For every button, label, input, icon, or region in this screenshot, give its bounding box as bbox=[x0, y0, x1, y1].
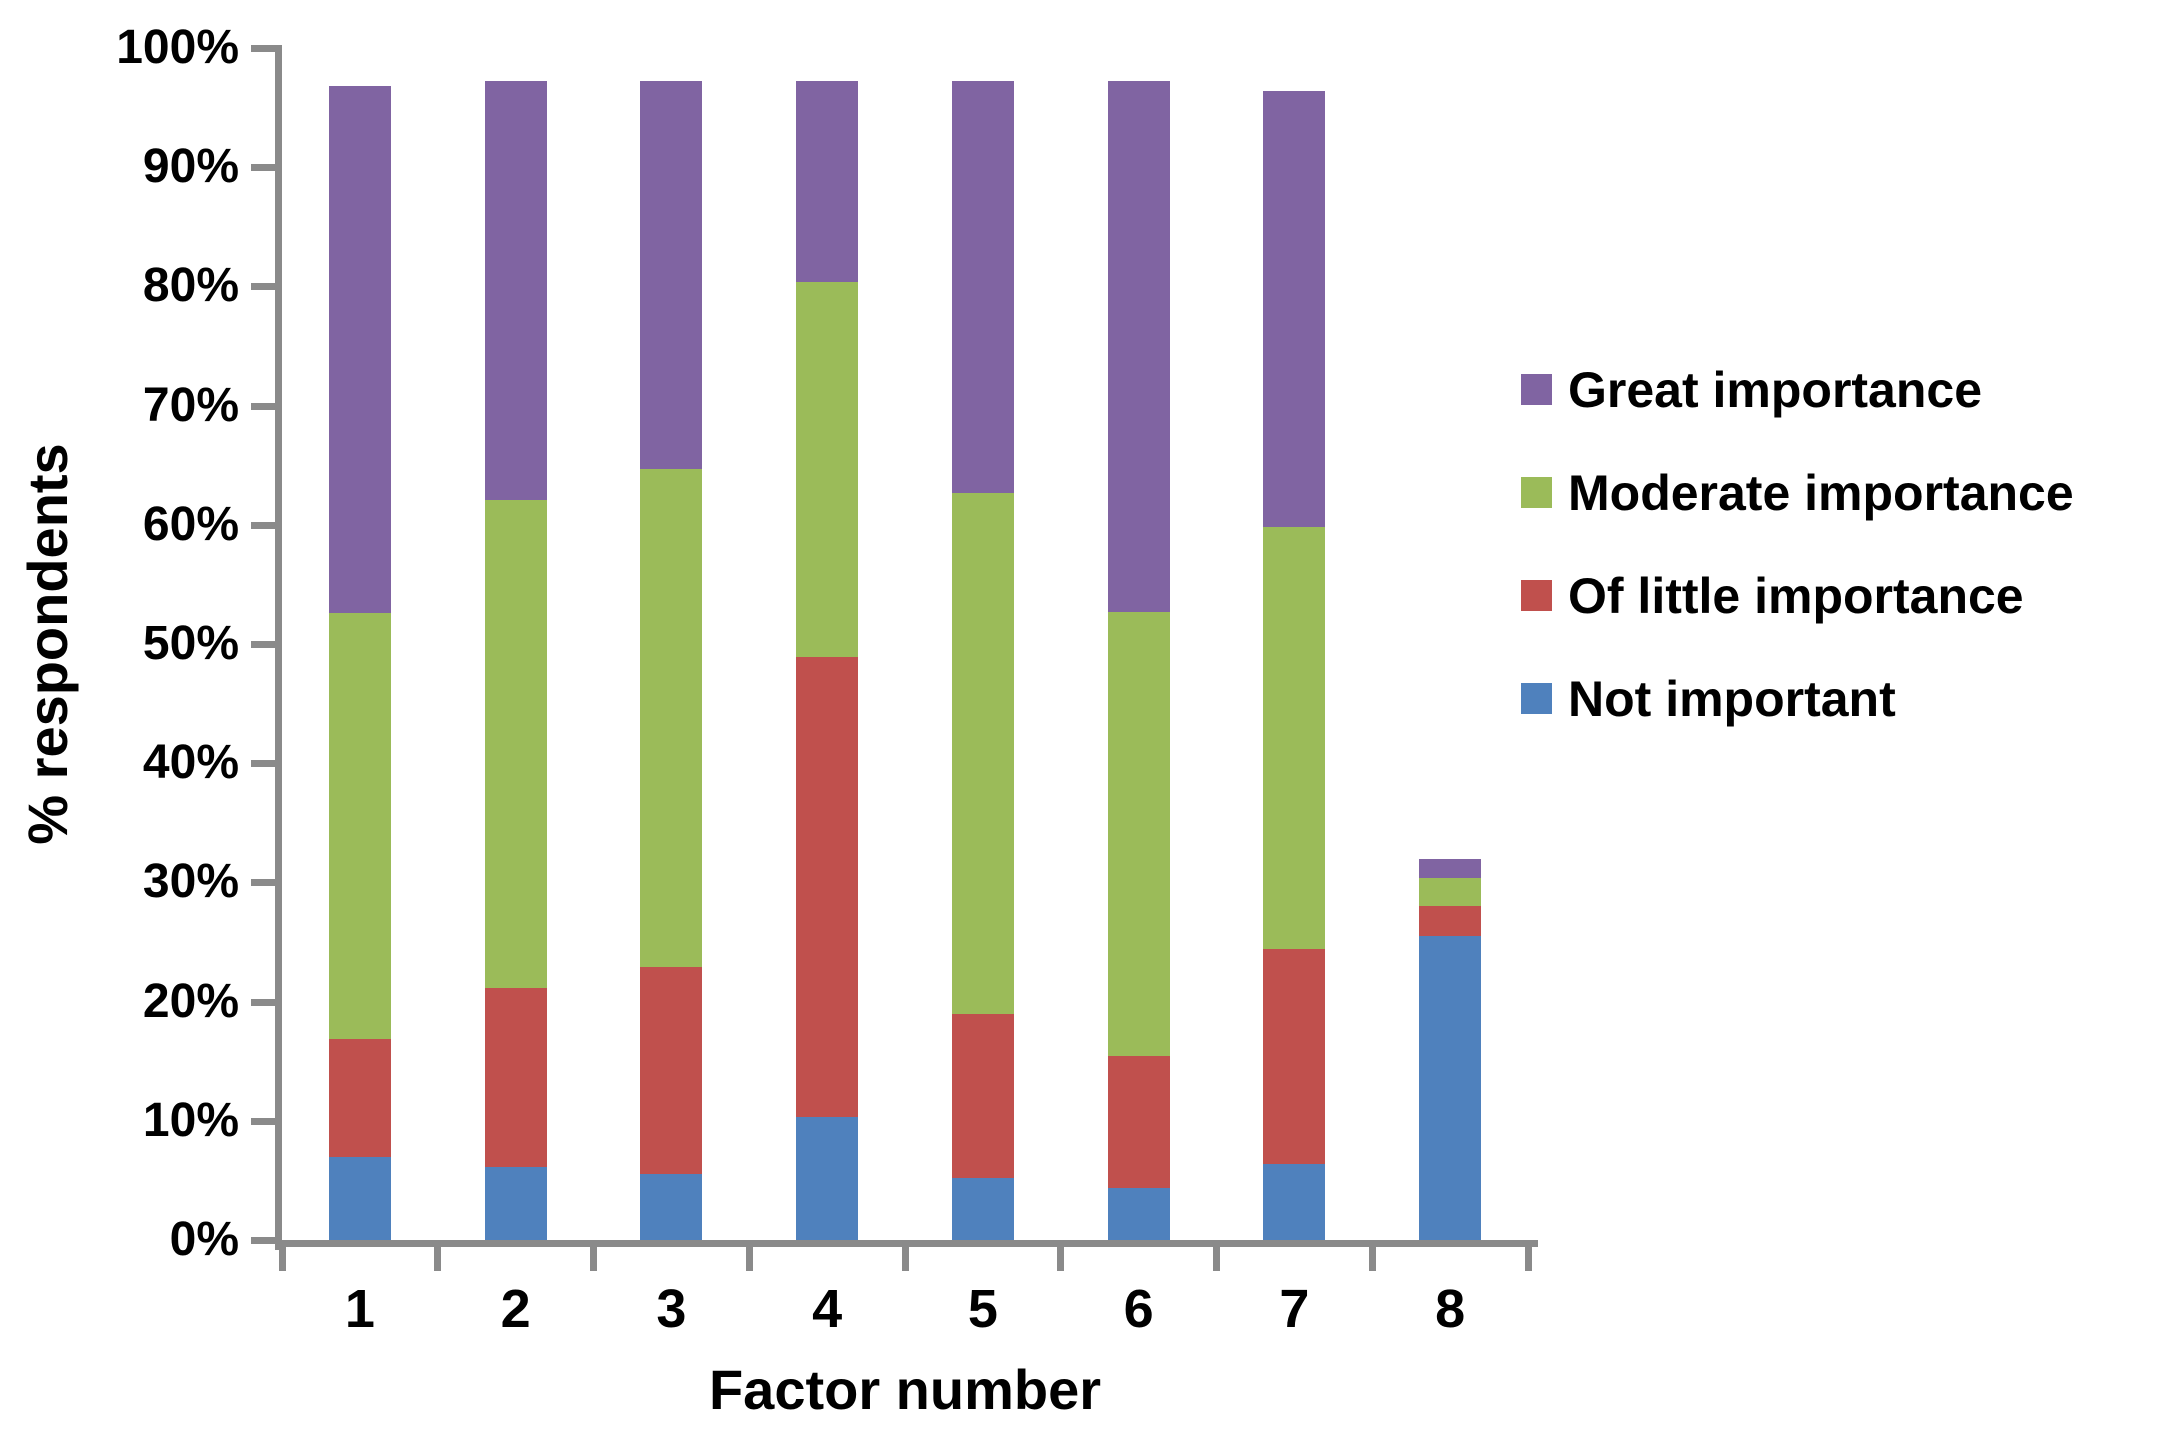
bar-segment bbox=[1107, 1187, 1170, 1240]
bar-segment bbox=[484, 1167, 547, 1240]
legend-label: Not important bbox=[1568, 670, 1896, 727]
x-axis-line bbox=[275, 1240, 1538, 1247]
bar-segment bbox=[328, 1038, 391, 1157]
bar-segment bbox=[796, 81, 859, 282]
y-tick-label: 40% bbox=[142, 736, 239, 790]
legend-swatch bbox=[1521, 374, 1552, 405]
y-tick-label: 80% bbox=[142, 259, 239, 313]
y-axis-tick bbox=[251, 283, 275, 291]
y-axis-tick bbox=[251, 998, 275, 1006]
y-tick-label: 20% bbox=[142, 974, 239, 1028]
y-tick-label: 100% bbox=[116, 21, 239, 74]
x-axis-tick bbox=[1368, 1247, 1376, 1271]
legend-swatch bbox=[1521, 580, 1552, 611]
y-tick-label: 0% bbox=[169, 1213, 239, 1266]
y-axis-tick bbox=[251, 1117, 275, 1125]
bar-segment bbox=[484, 81, 547, 500]
x-tick-label: 4 bbox=[812, 1279, 843, 1339]
legend-label: Of little importance bbox=[1568, 567, 2024, 624]
bar-segment bbox=[1107, 1056, 1170, 1188]
bar-segment bbox=[1419, 936, 1482, 1240]
y-axis-tick bbox=[251, 45, 275, 52]
bar-segment bbox=[640, 81, 703, 469]
y-tick-label: 70% bbox=[142, 378, 239, 432]
x-tick-label: 3 bbox=[656, 1279, 687, 1339]
bar-segment bbox=[1419, 906, 1482, 937]
legend-label: Moderate importance bbox=[1568, 464, 2074, 521]
legend-label: Great importance bbox=[1568, 361, 1983, 418]
bar-segment bbox=[1263, 949, 1326, 1164]
bar-segment bbox=[640, 1174, 703, 1240]
x-tick-label: 1 bbox=[344, 1279, 375, 1339]
legend: Great importance Moderate importance Of li… bbox=[1521, 338, 2074, 750]
y-axis-tick bbox=[251, 402, 275, 410]
y-axis-tick bbox=[251, 164, 275, 172]
x-tick-label: 8 bbox=[1435, 1279, 1466, 1339]
x-tick-label: 2 bbox=[500, 1279, 531, 1339]
y-tick-label: 30% bbox=[142, 855, 239, 909]
bar-segment bbox=[1107, 611, 1170, 1057]
legend-item: Of little importance bbox=[1521, 544, 2074, 647]
legend-swatch bbox=[1521, 683, 1552, 714]
x-tick-label: 7 bbox=[1279, 1279, 1310, 1339]
bar-segment bbox=[1263, 1163, 1326, 1240]
y-axis-tick bbox=[251, 879, 275, 887]
bar-segment bbox=[951, 81, 1014, 493]
x-axis-tick bbox=[1213, 1247, 1220, 1271]
bar-segment bbox=[1419, 877, 1482, 907]
legend-swatch bbox=[1521, 477, 1552, 508]
x-tick-label: 6 bbox=[1123, 1279, 1154, 1339]
bar-segment bbox=[640, 468, 703, 968]
y-tick-label: 50% bbox=[142, 617, 239, 670]
y-axis-tick bbox=[251, 521, 275, 529]
bar-segment bbox=[1263, 527, 1326, 950]
y-tick-label: 10% bbox=[142, 1093, 239, 1147]
bar-segment bbox=[796, 281, 859, 658]
x-tick-label: 5 bbox=[967, 1279, 998, 1339]
bar-segment bbox=[796, 657, 859, 1118]
legend-item: Not important bbox=[1521, 647, 2074, 750]
bar-segment bbox=[1107, 81, 1170, 612]
bar-segment bbox=[484, 499, 547, 989]
y-axis-tick bbox=[251, 641, 275, 648]
bar-segment bbox=[951, 1178, 1014, 1240]
x-axis-tick bbox=[901, 1247, 909, 1271]
x-axis-title: Factor number bbox=[708, 1358, 1102, 1421]
y-axis-tick bbox=[251, 1237, 275, 1244]
x-axis-tick bbox=[1524, 1247, 1532, 1271]
x-axis-tick bbox=[1057, 1247, 1065, 1271]
bar-segment bbox=[1419, 858, 1482, 878]
legend-item: Moderate importance bbox=[1521, 441, 2074, 544]
bar-segment bbox=[328, 1156, 391, 1240]
x-axis-tick bbox=[590, 1247, 597, 1271]
y-axis-tick bbox=[251, 760, 275, 768]
y-tick-label: 90% bbox=[142, 140, 239, 194]
x-axis-tick bbox=[434, 1247, 442, 1271]
bar-segment bbox=[640, 967, 703, 1175]
x-axis-tick bbox=[745, 1247, 753, 1271]
bar-segment bbox=[951, 1013, 1014, 1178]
bar-segment bbox=[951, 492, 1014, 1014]
bar-segment bbox=[1263, 90, 1326, 528]
x-axis-tick bbox=[278, 1247, 286, 1271]
legend-item: Great importance bbox=[1521, 338, 2074, 441]
bar-segment bbox=[484, 988, 547, 1168]
y-axis-line bbox=[275, 45, 282, 1250]
bar-segment bbox=[328, 613, 391, 1039]
bar-segment bbox=[796, 1117, 859, 1240]
y-tick-label: 60% bbox=[142, 497, 239, 551]
bar-segment bbox=[328, 86, 391, 613]
